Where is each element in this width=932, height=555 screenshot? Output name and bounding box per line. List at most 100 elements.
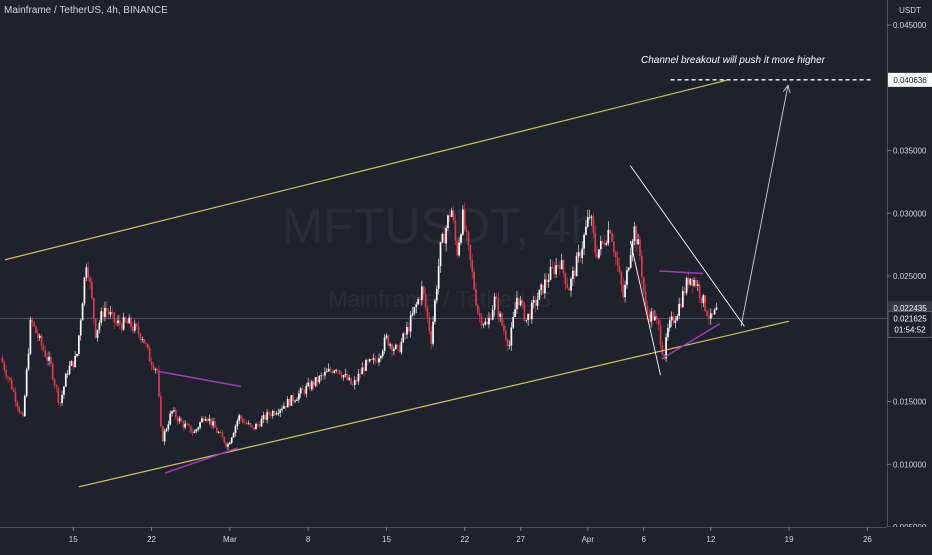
candle-body [225,442,227,447]
triangle1-top-line[interactable] [158,370,242,388]
candle-body [644,291,647,307]
candle-body [143,339,145,344]
candle-body [249,423,252,426]
triangle2-bottom-line[interactable] [661,323,721,360]
candle-body [251,425,254,428]
candle-body [695,279,697,286]
candle-body [161,426,164,442]
candle-body [36,333,39,338]
candle-body [452,210,455,221]
breakout-arrow[interactable] [740,85,789,327]
candle-body [158,370,160,397]
candle-body [573,270,576,277]
candle-body [460,234,462,243]
candle-body [363,367,365,371]
candle-body [322,375,324,377]
triangle2-top-line[interactable] [659,270,704,275]
candle-body [661,344,664,355]
candle-body [215,427,218,433]
candle-body [685,278,688,294]
candle-body [702,295,705,304]
wedge-lower-line[interactable] [629,240,661,376]
candle-body [208,418,211,421]
triangle1-bottom-line[interactable] [164,447,238,474]
candle-body [23,395,26,417]
candle-body [10,380,13,390]
candle-body [182,421,185,428]
candle-body [242,418,244,423]
candle-body [428,316,431,332]
candle-body [135,323,138,327]
candle-body [394,344,397,349]
candle-body [51,363,54,380]
drawings-layer[interactable] [4,79,874,488]
candle-body [454,220,457,241]
candle-body [150,361,153,366]
candle-body [20,411,22,414]
candle-body [111,312,114,313]
candle-body [126,321,129,324]
candle-body [564,273,567,285]
candle-body [531,302,533,320]
candle-body [706,310,708,316]
arrow-head [782,84,791,94]
candle-body [493,296,496,310]
candle-body [202,418,205,421]
candle-body [154,368,157,370]
candle-body [284,406,287,408]
candle-body [191,432,194,434]
candle-body [195,429,198,432]
candle-body [517,297,520,306]
candle-body [667,327,669,338]
candle-body [297,393,300,400]
candle-body [683,290,686,294]
candle-body [465,229,468,233]
candle-body [18,406,21,412]
candle-body [512,317,515,328]
candle-body [475,289,477,305]
channel-upper-line[interactable] [4,79,727,261]
candle-body [210,418,213,426]
candle-body [484,321,487,325]
candle-body [68,365,71,374]
candle-body [305,386,308,394]
candle-body [333,370,336,374]
candle-body [627,267,630,271]
candle-body [590,216,593,218]
wedge-upper-line[interactable] [629,165,745,327]
candle-body [676,315,679,321]
candle-body [415,304,418,308]
candle-body [613,241,615,253]
candle-body [316,377,319,383]
candle-body [583,234,585,249]
candle-body [22,413,24,417]
candle-body [558,265,561,270]
candle-body [467,232,470,245]
candle-body [57,387,60,403]
candle-body [7,376,9,378]
x-tick-label: 12 [706,535,715,544]
candle-body [234,425,237,434]
candle-body [594,232,597,254]
candle-body [622,284,625,298]
candle-body [486,321,488,325]
candle-body [372,358,375,360]
candle-body [277,412,280,414]
candle-body [247,423,250,425]
channel-lower-line[interactable] [78,320,790,488]
time-axis[interactable]: 15 22 Mar 8 15 22 27 Apr 6 12 19 26 [69,527,873,544]
candle-body [641,255,643,278]
candle-body [119,320,121,325]
candle-body [318,376,321,383]
candle-body [378,358,380,363]
candle-body [262,415,265,420]
candle-body [411,313,414,316]
candle-body [387,335,390,346]
candle-body [70,361,73,366]
candle-body [462,209,464,235]
candle-body [180,418,183,422]
candle-body [476,304,479,314]
